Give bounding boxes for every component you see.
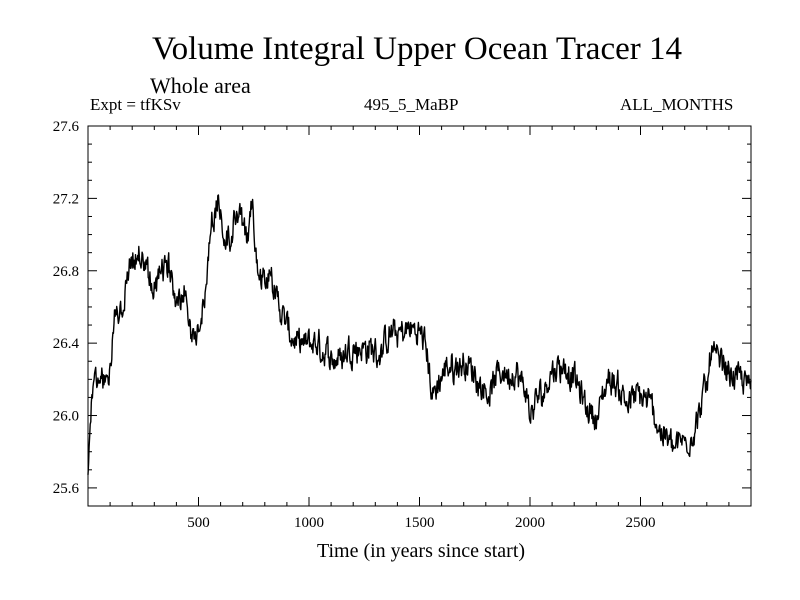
y-tick-label: 27.2 xyxy=(53,191,79,207)
x-axis-label: Time (in years since start) xyxy=(316,540,526,562)
y-tick-label: 25.6 xyxy=(53,481,80,497)
experiment-label: Expt = tfKSv xyxy=(90,95,181,114)
x-tick-label: 2000 xyxy=(515,515,545,531)
minor-ticks xyxy=(88,126,751,506)
months-label: ALL_MONTHS xyxy=(620,95,734,114)
chart-subtitle: Whole area xyxy=(150,73,251,98)
x-axis: 500 1000 1500 2000 2500 xyxy=(187,126,656,531)
chart-title: Volume Integral Upper Ocean Tracer 14 xyxy=(152,31,682,67)
y-tick-label: 27.6 xyxy=(53,119,80,135)
x-tick-label: 1000 xyxy=(294,515,324,531)
y-axis: 25.6 26.0 26.4 26.8 27.2 27.6 xyxy=(53,119,751,497)
x-tick-label: 1500 xyxy=(405,515,435,531)
y-tick-label: 26.0 xyxy=(53,409,79,425)
y-tick-label: 26.8 xyxy=(53,264,79,280)
y-tick-label: 26.4 xyxy=(53,336,80,352)
period-label: 495_5_MaBP xyxy=(364,95,459,114)
x-tick-label: 500 xyxy=(187,515,210,531)
data-series-line xyxy=(87,194,752,475)
x-tick-label: 2500 xyxy=(626,515,656,531)
